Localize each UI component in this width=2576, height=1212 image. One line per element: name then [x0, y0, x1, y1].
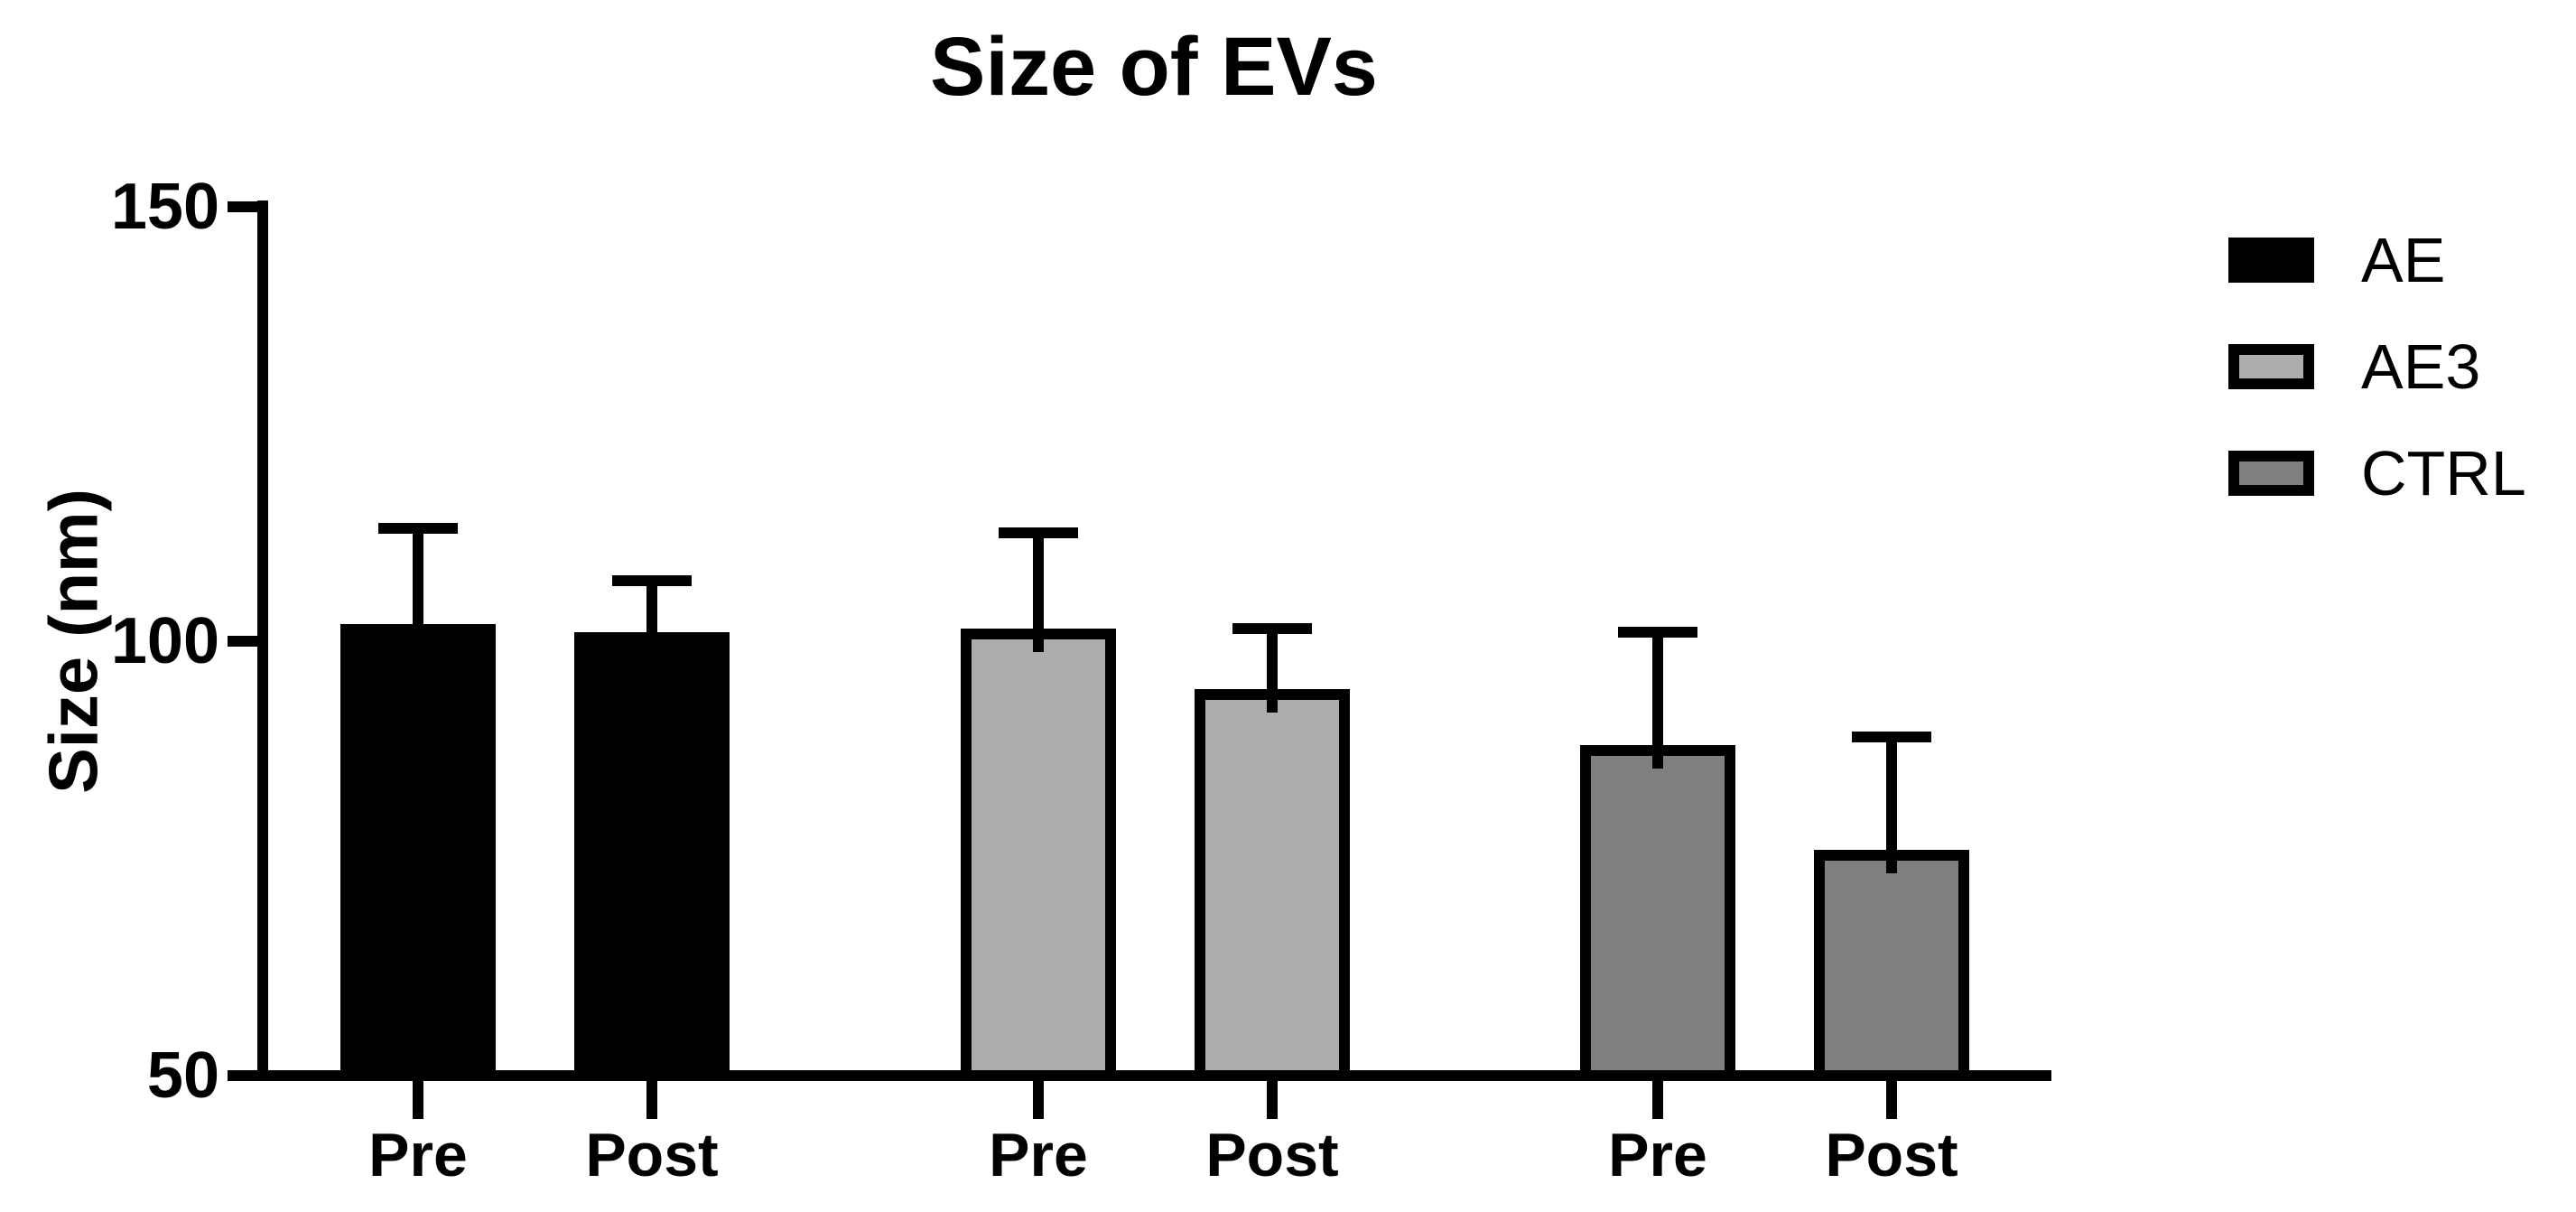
bar-AE3-Pre: [961, 628, 1116, 1081]
y-tick-label-50: 50: [146, 1040, 219, 1112]
x-tick-label-AE3-Post: Post: [1205, 1121, 1339, 1189]
y-axis-line: [257, 200, 268, 1081]
x-tick-mark-AE-Pre: [413, 1081, 423, 1119]
x-tick-label-CTRL-Pre: Pre: [1608, 1121, 1707, 1189]
legend-swatch-AE3: [2228, 344, 2314, 389]
x-tick-label-AE3-Pre: Pre: [989, 1121, 1088, 1189]
legend-swatch-AE: [2228, 238, 2314, 283]
x-tick-mark-CTRL-Post: [1886, 1081, 1897, 1119]
x-tick-label-AE-Post: Post: [585, 1121, 719, 1189]
x-tick-mark-AE3-Post: [1267, 1081, 1278, 1119]
bar-AE-Pre: [340, 623, 496, 1081]
error-bar-stem-CTRL-Pre: [1652, 632, 1663, 769]
legend-row-AE3: AE3: [2228, 331, 2526, 402]
y-tick-mark-150: [228, 201, 257, 212]
bar-CTRL-Post: [1814, 849, 1969, 1081]
error-bar-stem-CTRL-Post: [1886, 736, 1897, 873]
legend-swatch-CTRL: [2228, 451, 2314, 496]
error-bar-cap-CTRL-Pre: [1618, 627, 1697, 639]
error-bar-stem-AE-Pre: [413, 527, 423, 648]
chart-title: Size of EVs: [930, 21, 1378, 113]
error-bar-cap-CTRL-Post: [1852, 731, 1931, 742]
x-tick-mark-AE-Post: [646, 1081, 657, 1119]
bar-AE3-Post: [1195, 688, 1350, 1081]
bar-CTRL-Pre: [1580, 745, 1735, 1081]
x-tick-mark-AE3-Pre: [1033, 1081, 1044, 1119]
legend-label-AE: AE: [2361, 225, 2446, 295]
legend-label-AE3: AE3: [2361, 331, 2481, 402]
legend-row-AE: AE: [2228, 225, 2526, 295]
x-tick-label-CTRL-Post: Post: [1825, 1121, 1958, 1189]
error-bar-stem-AE3-Post: [1267, 628, 1278, 713]
error-bar-stem-AE3-Pre: [1033, 532, 1044, 652]
y-tick-mark-100: [228, 636, 257, 647]
error-bar-stem-AE-Post: [646, 580, 657, 657]
legend: AE AE3 CTRL: [2228, 225, 2526, 557]
y-tick-label-150: 150: [110, 171, 219, 243]
x-tick-label-AE-Pre: Pre: [368, 1121, 468, 1189]
x-tick-mark-CTRL-Pre: [1652, 1081, 1663, 1119]
error-bar-cap-AE3-Pre: [999, 527, 1078, 538]
error-bar-cap-AE-Post: [612, 574, 692, 586]
bar-AE-Post: [574, 632, 730, 1081]
legend-label-CTRL: CTRL: [2361, 438, 2526, 508]
error-bar-cap-AE3-Post: [1232, 622, 1312, 634]
x-axis-line: [257, 1070, 2051, 1081]
y-tick-label-100: 100: [110, 605, 219, 677]
y-tick-mark-50: [228, 1070, 257, 1081]
legend-row-CTRL: CTRL: [2228, 438, 2526, 508]
error-bar-cap-AE-Pre: [378, 522, 458, 534]
